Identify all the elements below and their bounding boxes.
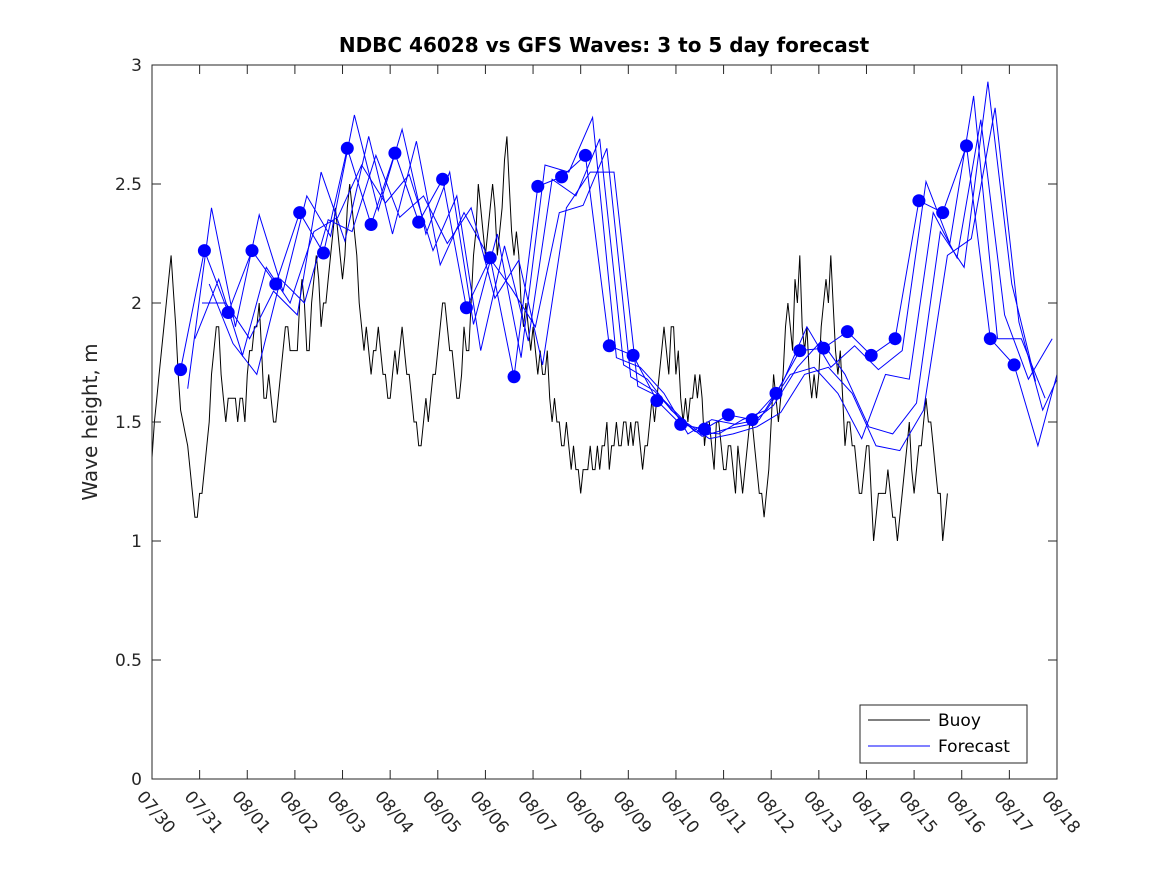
forecast-point [1007,358,1021,372]
forecast-point [245,244,259,258]
forecast-point [674,417,688,431]
legend: Buoy Forecast [859,704,1028,764]
legend-label-buoy: Buoy [938,711,981,731]
y-tick-label: 1 [131,532,142,552]
forecast-run-line-3 [194,119,1053,440]
forecast-point [840,325,854,339]
legend-box [859,704,1028,764]
y-axis-label: Wave height, m [78,343,102,500]
forecast-point [340,141,354,155]
forecast-run-line-5 [208,107,1058,452]
forecast-point [769,386,783,400]
forecast-point [650,394,664,408]
forecast-point [602,339,616,353]
forecast-point [793,344,807,358]
legend-label-forecast: Forecast [938,737,1010,757]
buoy-series-line [151,136,948,542]
forecast-point [626,348,640,362]
y-tick-label: 0 [131,770,142,790]
forecast-point [578,148,592,162]
forecast-point [507,370,521,384]
y-tick-label: 3 [131,56,142,76]
forecast-point [483,251,497,265]
forecast-point [983,332,997,346]
forecast-run-line-2 [187,95,1046,435]
forecast-point [221,306,235,319]
y-tick-label: 1.5 [115,413,142,433]
y-tick-label: 0.5 [115,651,142,671]
forecast-point [912,194,926,208]
forecast-point [531,179,545,193]
forecast-point [745,413,759,427]
forecast-point [197,244,211,258]
series-layer [151,81,1058,542]
forecast-point [555,170,569,184]
forecast-point [174,363,188,377]
forecast-run-line-1 [180,145,1058,448]
forecast-point [698,422,711,436]
forecast-point [388,146,402,160]
forecast-point [960,139,973,153]
y-tick-label: 2.5 [115,175,142,195]
forecast-point [317,246,330,260]
forecast-point [436,172,450,186]
forecast-run-line-4 [202,81,1037,437]
forecast-point [864,348,878,362]
forecast-point [269,277,283,291]
forecast-point [888,332,902,346]
forecast-point [721,408,735,422]
forecast-point [817,341,831,355]
forecast-point [936,206,950,220]
y-tick-label: 2 [131,294,142,314]
forecast-point [412,215,426,229]
chart-title: NDBC 46028 vs GFS Waves: 3 to 5 day fore… [339,33,870,57]
forecast-markers [174,139,1021,436]
forecast-point [459,301,473,315]
forecast-point [293,206,307,220]
forecast-point [364,218,378,231]
